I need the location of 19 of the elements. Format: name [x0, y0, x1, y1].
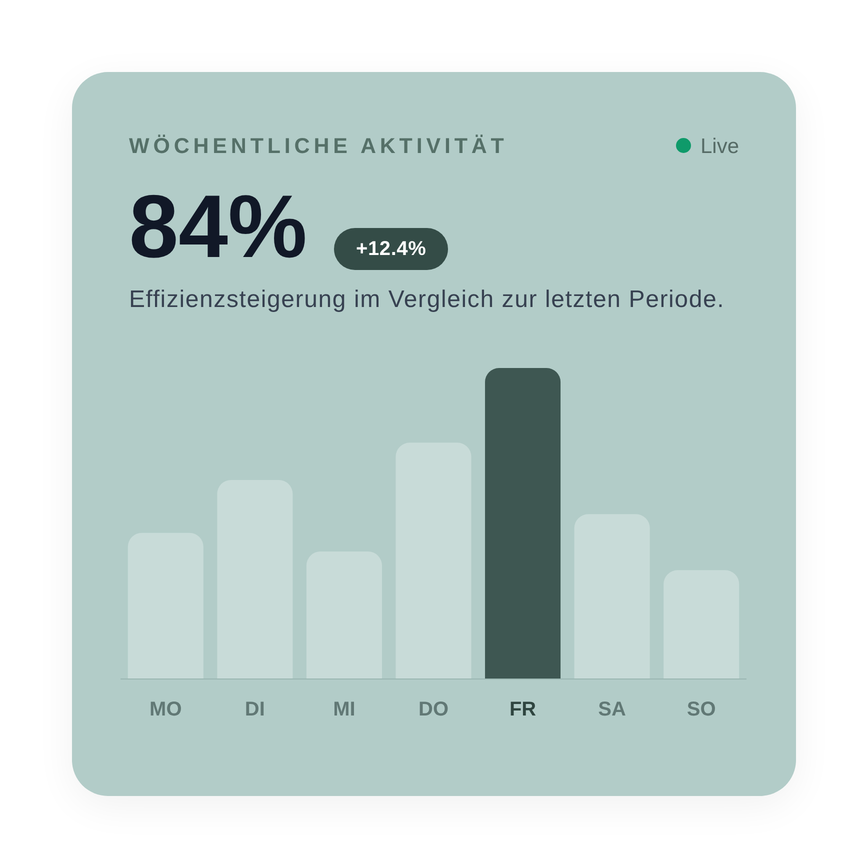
x-tick-label: MO: [150, 698, 182, 721]
bar: [306, 551, 382, 679]
x-tick-label: FR: [509, 698, 537, 721]
x-tick-label: SA: [598, 698, 626, 721]
text: +12.4%: [356, 237, 426, 261]
x-tick-label: DI: [244, 698, 265, 721]
x-tick-label: DO: [418, 698, 448, 721]
bar: [128, 532, 204, 679]
text: Live: [700, 134, 739, 160]
bar: [485, 368, 561, 679]
bar: [664, 570, 740, 679]
x-tick-label: MI: [333, 698, 356, 721]
text: 84%: [129, 176, 308, 276]
x-tick-label: SO: [686, 698, 716, 721]
chart-title: WÖCHENTLICHE AKTIVITÄT: [129, 133, 508, 160]
bar: [217, 480, 293, 679]
bar: [396, 442, 472, 679]
chart-subtitle: Effizienzsteigerung im Vergleich zur letzten Periode.: [129, 285, 725, 315]
bar: [574, 514, 650, 679]
